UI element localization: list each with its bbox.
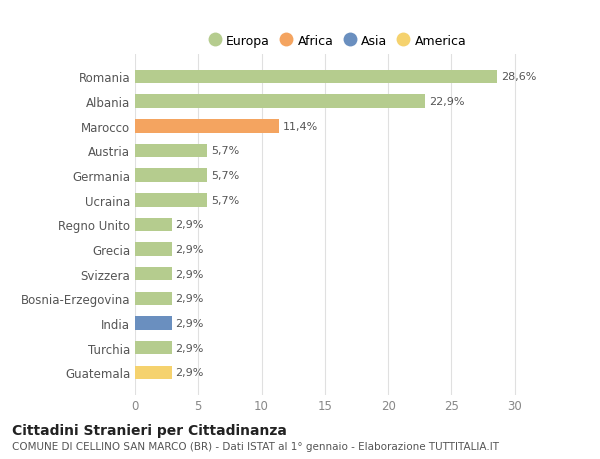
- Text: 5,7%: 5,7%: [211, 146, 239, 156]
- Text: 2,9%: 2,9%: [176, 294, 204, 304]
- Bar: [135, 120, 279, 133]
- Bar: [135, 95, 425, 109]
- Bar: [135, 267, 172, 281]
- Text: 2,9%: 2,9%: [176, 245, 204, 254]
- Text: 2,9%: 2,9%: [176, 269, 204, 279]
- Bar: [135, 169, 207, 183]
- Text: 5,7%: 5,7%: [211, 171, 239, 181]
- Bar: [135, 71, 497, 84]
- Text: 2,9%: 2,9%: [176, 343, 204, 353]
- Legend: Europa, Africa, Asia, America: Europa, Africa, Asia, America: [205, 31, 470, 51]
- Bar: [135, 194, 207, 207]
- Text: 2,9%: 2,9%: [176, 220, 204, 230]
- Text: 2,9%: 2,9%: [176, 368, 204, 377]
- Text: 22,9%: 22,9%: [428, 97, 464, 107]
- Text: 5,7%: 5,7%: [211, 196, 239, 205]
- Bar: [135, 218, 172, 232]
- Bar: [135, 292, 172, 306]
- Text: COMUNE DI CELLINO SAN MARCO (BR) - Dati ISTAT al 1° gennaio - Elaborazione TUTTI: COMUNE DI CELLINO SAN MARCO (BR) - Dati …: [12, 441, 499, 451]
- Text: 28,6%: 28,6%: [501, 73, 536, 82]
- Bar: [135, 243, 172, 256]
- Text: 11,4%: 11,4%: [283, 122, 319, 131]
- Text: Cittadini Stranieri per Cittadinanza: Cittadini Stranieri per Cittadinanza: [12, 423, 287, 437]
- Text: 2,9%: 2,9%: [176, 319, 204, 328]
- Bar: [135, 366, 172, 379]
- Bar: [135, 317, 172, 330]
- Bar: [135, 144, 207, 158]
- Bar: [135, 341, 172, 355]
